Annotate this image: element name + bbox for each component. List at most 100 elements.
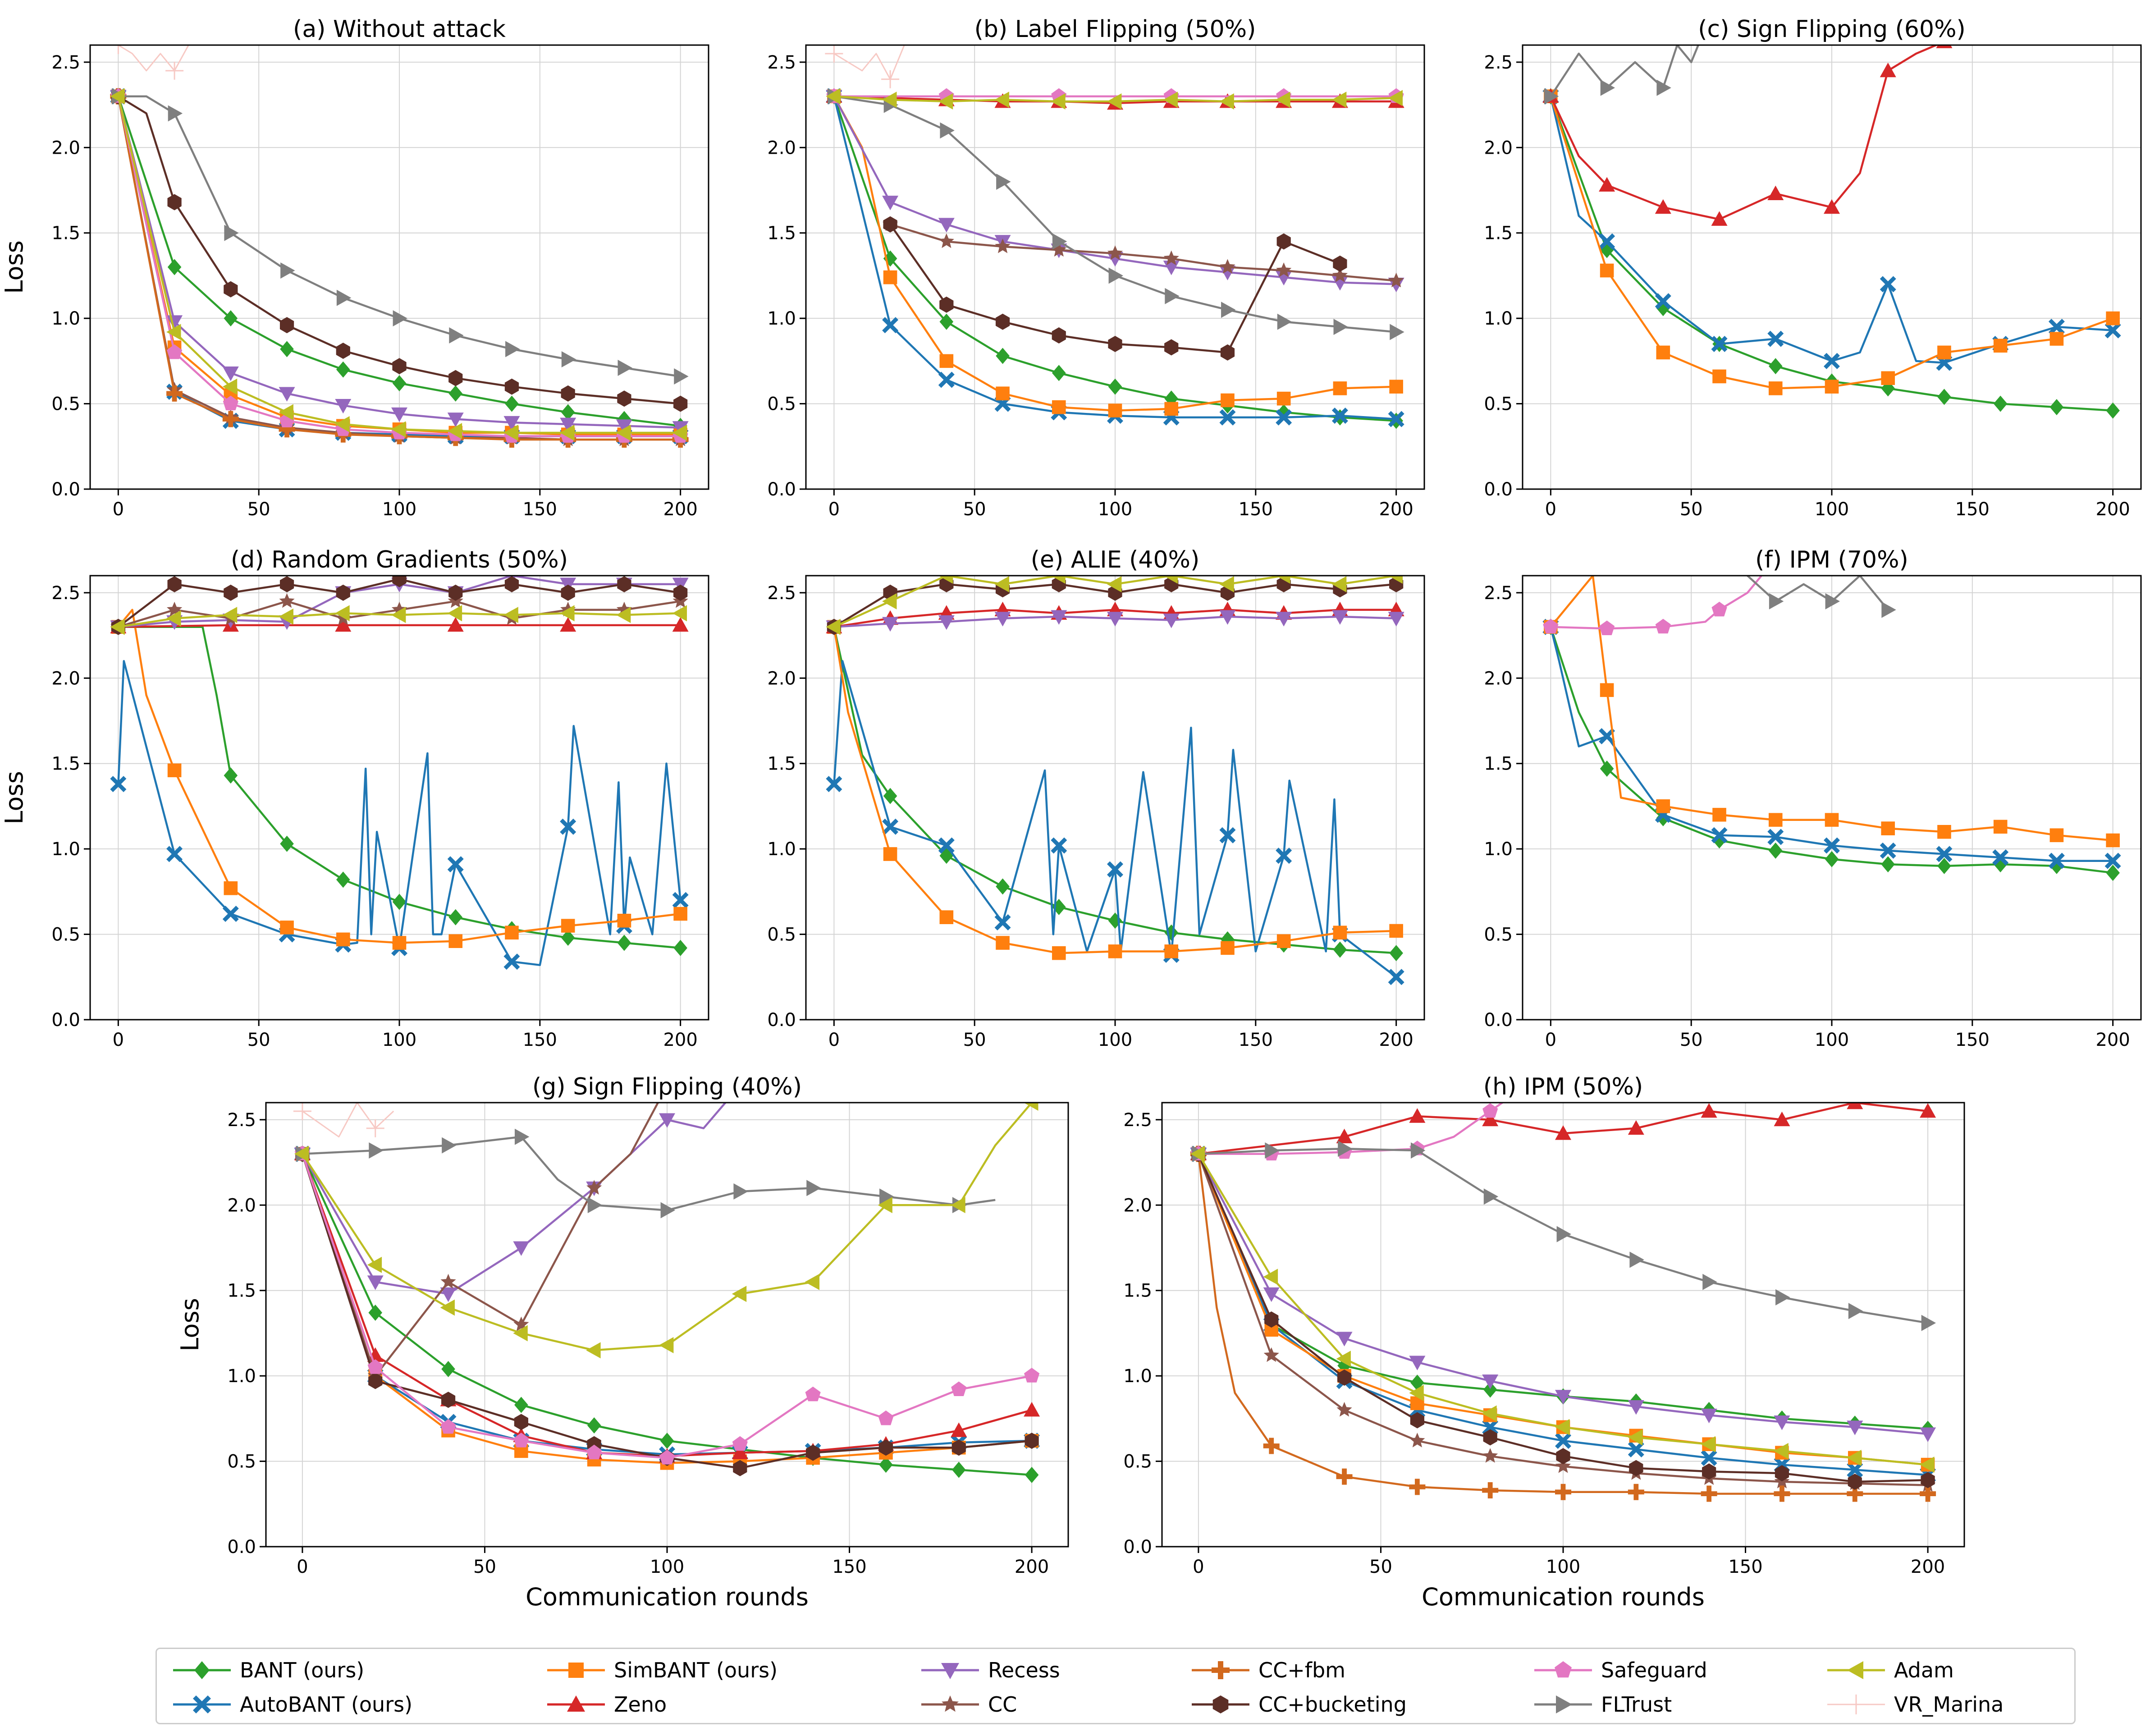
x-tick-label: 200 <box>663 499 697 520</box>
data-point <box>1219 610 1236 625</box>
data-point <box>280 921 294 934</box>
data-point <box>448 584 463 601</box>
y-tick-label: 2.0 <box>1123 1195 1152 1216</box>
data-point <box>504 576 519 592</box>
data-point <box>166 344 183 359</box>
data-point <box>514 1397 528 1413</box>
data-point <box>1164 924 1179 941</box>
data-point <box>587 1417 601 1434</box>
data-point <box>514 1444 528 1458</box>
legend-label: FLTrust <box>1601 1692 1672 1717</box>
data-point <box>279 317 294 334</box>
legend-marker <box>1847 1661 1863 1679</box>
data-point <box>1108 403 1122 418</box>
data-point <box>1333 941 1347 958</box>
data-point <box>1880 62 1896 78</box>
diamond-marker-icon <box>173 1661 231 1679</box>
subplot-b: 0 50 100 150 200 0.0 0.5 1.0 1.5 2.0 2.5 (b) Label … <box>767 16 1425 520</box>
series-line <box>1550 45 1939 220</box>
data-point <box>1263 1438 1280 1454</box>
data-point <box>1701 1103 1717 1118</box>
data-point <box>1264 1323 1279 1337</box>
data-point <box>1556 1226 1571 1242</box>
data-point <box>366 1119 384 1137</box>
y-tick-label: 2.0 <box>767 137 796 158</box>
data-point <box>1164 390 1179 407</box>
data-point <box>1107 612 1123 627</box>
legend-item-zeno: Zeno <box>544 1689 667 1720</box>
plot-area <box>110 576 689 970</box>
data-point <box>1555 1419 1570 1435</box>
legend-item-simbant: SimBANT (ours) <box>544 1654 778 1686</box>
data-point <box>513 1325 528 1342</box>
data-point <box>1701 1436 1716 1452</box>
data-point <box>393 310 407 327</box>
data-point <box>1555 1390 1571 1405</box>
data-point <box>1702 1273 1717 1290</box>
series-line <box>118 624 681 628</box>
data-point <box>1025 1433 1039 1449</box>
data-point <box>1825 380 1839 394</box>
legend-marker <box>1555 1661 1572 1678</box>
x-marker-icon <box>173 1695 231 1713</box>
data-point <box>222 906 239 922</box>
x-tick-label: 100 <box>1098 499 1132 520</box>
data-point <box>1276 404 1291 421</box>
data-point <box>1164 339 1179 356</box>
x-tick-label: 0 <box>828 499 840 520</box>
data-point <box>561 404 575 421</box>
data-point <box>1825 851 1839 867</box>
data-point <box>1767 185 1784 200</box>
data-point <box>222 607 238 623</box>
data-point <box>951 1439 966 1456</box>
series-line <box>302 1136 996 1211</box>
data-point <box>1276 612 1292 627</box>
x-tick-label: 0 <box>297 1557 308 1577</box>
data-point <box>1921 1315 1936 1331</box>
data-point <box>1052 400 1066 414</box>
data-point <box>336 871 350 888</box>
y-tick-label: 1.0 <box>767 308 796 329</box>
data-point <box>167 576 182 592</box>
data-point <box>660 1433 674 1449</box>
data-point <box>878 1439 893 1456</box>
data-point <box>878 1197 892 1214</box>
data-point <box>1774 1415 1790 1430</box>
data-point <box>279 576 294 592</box>
data-point <box>1824 353 1840 369</box>
data-point <box>293 1103 311 1120</box>
data-point <box>805 1273 820 1290</box>
data-point <box>1600 263 1614 278</box>
data-point <box>449 327 464 344</box>
data-point <box>938 837 955 854</box>
y-tick-label: 2.5 <box>767 583 796 604</box>
data-point <box>224 281 238 298</box>
data-point <box>1336 1332 1353 1347</box>
y-tick-label: 1.0 <box>227 1366 256 1387</box>
series-recess <box>294 1103 727 1302</box>
data-point <box>883 250 897 267</box>
y-tick-label: 2.5 <box>767 52 796 73</box>
series-fltrust <box>111 88 689 385</box>
data-point <box>1921 1472 1935 1489</box>
thin-plus-marker-icon <box>1827 1695 1885 1714</box>
data-point <box>336 932 350 947</box>
data-point <box>882 593 897 609</box>
x-tick-label: 50 <box>1680 1030 1703 1050</box>
data-point <box>881 70 900 88</box>
subplot-title: (c) Sign Flipping (60%) <box>1698 16 1966 43</box>
data-point <box>561 919 575 933</box>
data-point <box>2048 852 2065 869</box>
data-point <box>1848 1474 1862 1490</box>
data-point <box>1276 233 1291 250</box>
y-tick-label: 0.0 <box>767 479 796 500</box>
data-point <box>616 607 631 623</box>
data-point <box>1276 409 1292 426</box>
data-point <box>1656 79 1671 96</box>
y-tick-label: 1.0 <box>51 839 80 860</box>
data-point <box>586 1342 601 1359</box>
data-point <box>1656 810 1670 826</box>
data-point <box>1711 335 1728 352</box>
data-point <box>560 617 576 632</box>
x-tick-label: 200 <box>663 1030 697 1050</box>
